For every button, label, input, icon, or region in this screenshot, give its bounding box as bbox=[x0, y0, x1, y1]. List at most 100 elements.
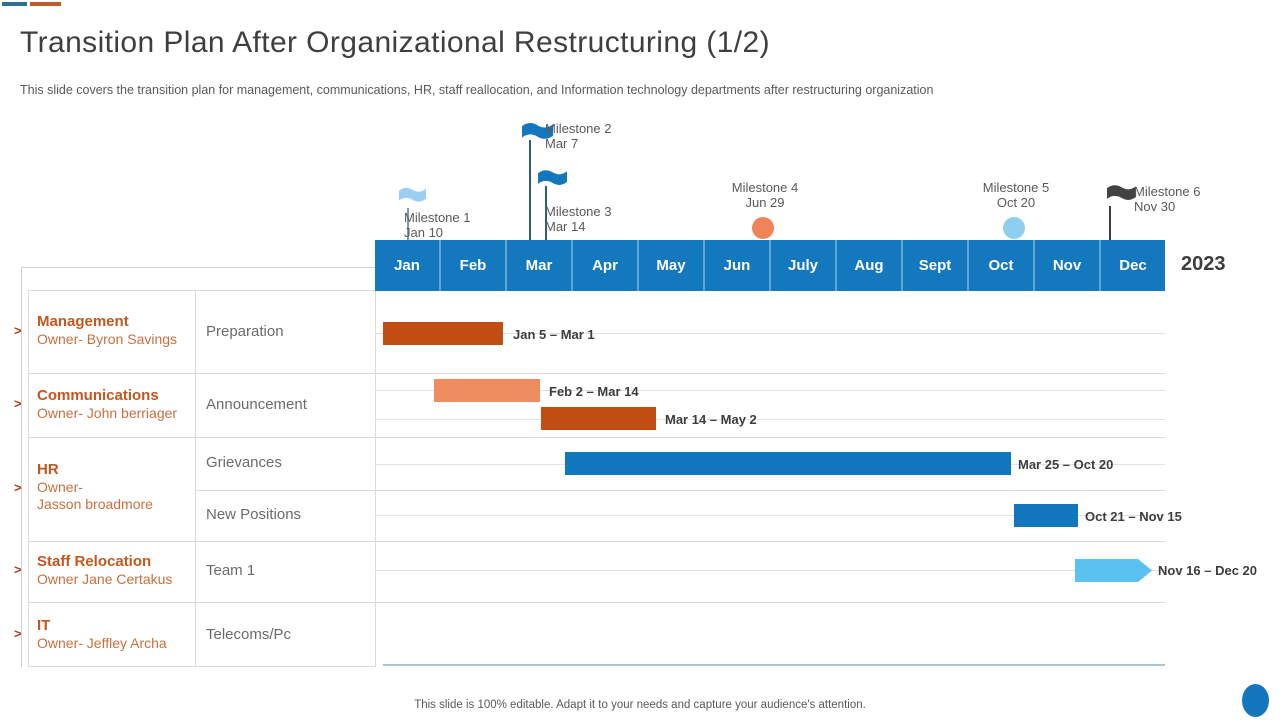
month-cell: Sept bbox=[903, 240, 969, 291]
task-telecoms-pc: Telecoms/Pc bbox=[206, 626, 292, 643]
table-outer-top-border bbox=[21, 267, 375, 268]
milestone-6-pole bbox=[1109, 206, 1111, 240]
month-cell: Dec bbox=[1119, 257, 1147, 274]
dept-owner: Owner- John berriager bbox=[37, 405, 178, 421]
page-title: Transition Plan After Organizational Res… bbox=[20, 26, 770, 59]
table-left-border bbox=[28, 290, 29, 667]
page-subtitle: This slide covers the transition plan fo… bbox=[20, 83, 934, 97]
month-cell: Aug bbox=[837, 240, 903, 291]
bar-date-label: Mar 14 – May 2 bbox=[665, 412, 757, 427]
gantt-track bbox=[375, 390, 1165, 391]
accent-bar-orange bbox=[30, 2, 61, 6]
row-divider bbox=[28, 602, 1165, 603]
milestone-1-label: Milestone 1 Jan 10 bbox=[404, 210, 470, 240]
chevron-right-icon: > bbox=[14, 396, 22, 411]
dept-it: IT Owner- Jeffley Archa bbox=[37, 617, 189, 652]
flag-icon-milestone-3 bbox=[538, 170, 567, 185]
chevron-right-icon: > bbox=[14, 562, 22, 577]
dept-staff-relocation: Staff Relocation Owner Jane Certakus bbox=[37, 553, 189, 588]
chevron-right-icon: > bbox=[14, 480, 22, 495]
dept-owner: Owner Jane Certakus bbox=[37, 571, 173, 587]
month-cell: Nov bbox=[1035, 240, 1101, 291]
dept-owner: Owner- Byron Savings bbox=[37, 331, 178, 347]
dept-communications: Communications Owner- John berriager bbox=[37, 387, 189, 422]
dept-management: Management Owner- Byron Savings bbox=[37, 313, 189, 348]
flag-icon-milestone-2 bbox=[522, 123, 553, 139]
gantt-track bbox=[375, 333, 1165, 334]
gantt-bar-announcement-1 bbox=[434, 379, 540, 402]
gantt-bar-grievances bbox=[565, 452, 1011, 475]
milestone-name: Milestone 5 bbox=[982, 180, 1050, 195]
month-cell: Oct bbox=[969, 240, 1035, 291]
milestone-5-label: Milestone 5 Oct 20 bbox=[964, 180, 1068, 210]
month-cell: Apr bbox=[573, 240, 639, 291]
accent-bar-blue bbox=[2, 2, 27, 6]
chart-left-border bbox=[375, 291, 376, 667]
gantt-track bbox=[375, 570, 1165, 571]
table-outer-left-border bbox=[21, 267, 22, 667]
milestone-6-label: Milestone 6 Nov 30 bbox=[1134, 184, 1200, 214]
milestone-name: Milestone 4 bbox=[731, 180, 799, 195]
dept-name: Management bbox=[37, 313, 129, 330]
row-divider bbox=[28, 437, 1165, 438]
milestone-4-label: Milestone 4 Jun 29 bbox=[713, 180, 817, 210]
bar-date-label: Oct 21 – Nov 15 bbox=[1085, 509, 1182, 524]
flag-icon-milestone-6 bbox=[1107, 185, 1136, 200]
row-divider bbox=[28, 541, 1165, 542]
dept-owner: Owner- Jeffley Archa bbox=[37, 635, 167, 651]
month-cell: May bbox=[639, 240, 705, 291]
milestone-2-label: Milestone 2 Mar 7 bbox=[545, 121, 611, 151]
month-cell: Jan bbox=[375, 240, 441, 291]
milestone-date: Nov 30 bbox=[1134, 199, 1176, 214]
task-preparation: Preparation bbox=[206, 323, 284, 340]
chevron-right-icon: > bbox=[14, 626, 22, 641]
footer-note: This slide is 100% editable. Adapt it to… bbox=[414, 699, 866, 711]
milestone-name: Milestone 3 bbox=[545, 204, 612, 219]
table-top-border bbox=[28, 290, 375, 291]
dept-owner: Owner- Jasson broadmore bbox=[37, 479, 153, 512]
task-team-1: Team 1 bbox=[206, 562, 256, 579]
table-bottom-border bbox=[28, 666, 375, 667]
gantt-track bbox=[375, 515, 1165, 516]
milestone-1-pole bbox=[407, 208, 409, 240]
row-divider bbox=[28, 373, 1165, 374]
task-new-positions: New Positions bbox=[206, 506, 302, 523]
circle-icon-milestone-4 bbox=[752, 217, 774, 239]
milestone-name: Milestone 2 bbox=[545, 121, 612, 136]
month-header-row: Jan Feb Mar Apr May Jun July Aug Sept Oc… bbox=[375, 240, 1165, 291]
flag-icon-milestone-1 bbox=[399, 187, 426, 202]
gantt-bar-team-1 bbox=[1075, 559, 1152, 582]
corner-ellipse-decoration bbox=[1242, 684, 1269, 717]
gantt-track bbox=[375, 419, 1165, 420]
dept-name: IT bbox=[37, 617, 51, 634]
row-divider bbox=[195, 490, 1165, 491]
milestone-2-pole bbox=[529, 140, 531, 240]
milestone-3-pole bbox=[545, 186, 547, 240]
dept-name: HR bbox=[37, 461, 59, 478]
chart-bottom-line bbox=[383, 664, 1165, 666]
milestone-name: Milestone 1 bbox=[404, 210, 471, 225]
month-cell: Feb bbox=[441, 240, 507, 291]
month-cell: July bbox=[771, 240, 837, 291]
bar-date-label: Nov 16 – Dec 20 bbox=[1158, 563, 1258, 578]
milestone-3-label: Milestone 3 Mar 14 bbox=[545, 204, 611, 234]
gantt-bar-preparation bbox=[383, 322, 503, 345]
bar-date-label: Mar 25 – Oct 20 bbox=[1018, 457, 1114, 472]
milestone-name: Milestone 6 bbox=[1134, 184, 1201, 199]
bar-date-label: Feb 2 – Mar 14 bbox=[549, 384, 639, 399]
circle-icon-milestone-5 bbox=[1003, 217, 1025, 239]
milestone-date: Jun 29 bbox=[745, 195, 785, 210]
milestone-date: Jan 10 bbox=[404, 225, 444, 240]
task-announcement: Announcement bbox=[206, 396, 307, 413]
milestone-date: Mar 7 bbox=[545, 136, 579, 151]
task-grievances: Grievances bbox=[206, 454, 282, 471]
year-label: 2023 bbox=[1181, 253, 1226, 275]
dept-name: Communications bbox=[37, 387, 159, 404]
month-cell: Mar bbox=[507, 240, 573, 291]
gantt-bar-new-positions bbox=[1014, 504, 1078, 527]
milestone-date: Oct 20 bbox=[996, 195, 1036, 210]
chevron-right-icon: > bbox=[14, 323, 22, 338]
dept-hr: HR Owner- Jasson broadmore bbox=[37, 461, 189, 513]
milestone-date: Mar 14 bbox=[545, 219, 586, 234]
